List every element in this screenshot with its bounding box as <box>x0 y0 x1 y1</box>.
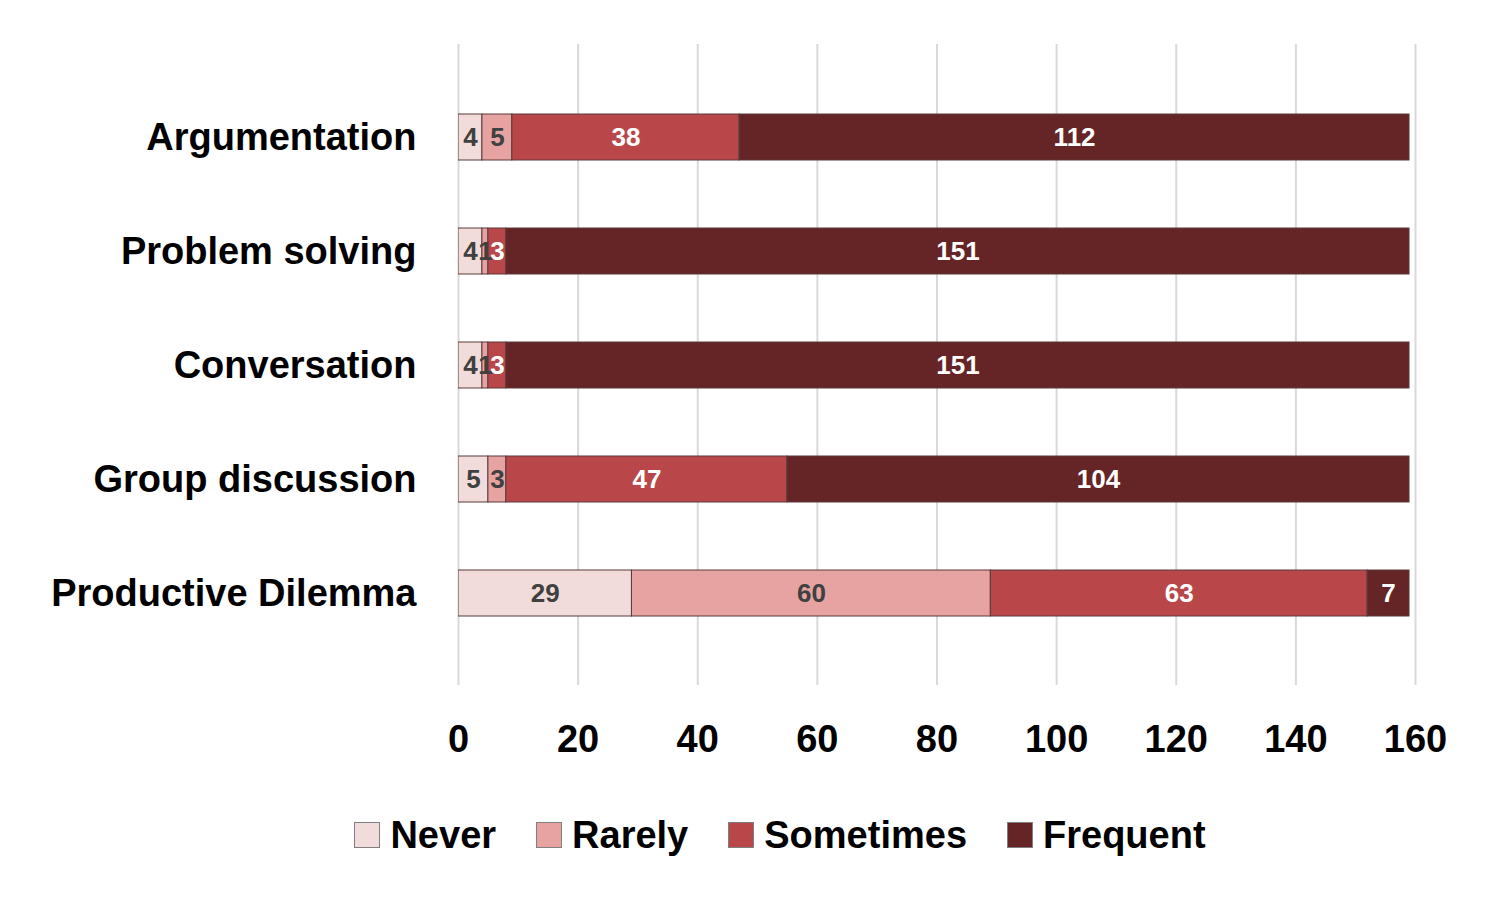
svg-text:120: 120 <box>1145 718 1208 760</box>
svg-text:4: 4 <box>463 236 478 266</box>
svg-text:151: 151 <box>936 350 979 380</box>
svg-text:3: 3 <box>490 350 504 380</box>
html-text:Sometimes: Sometimes <box>764 813 967 856</box>
svg-text:4: 4 <box>463 122 478 152</box>
svg-text:3: 3 <box>490 236 504 266</box>
svg-text:112: 112 <box>1054 122 1096 152</box>
svg-text:140: 140 <box>1264 718 1327 760</box>
svg-text:5: 5 <box>466 464 480 494</box>
svg-text:5: 5 <box>490 122 504 152</box>
svg-text:40: 40 <box>677 718 719 760</box>
html-text:Frequent: Frequent <box>1043 813 1206 856</box>
svg-text:Problem solving: Problem solving <box>121 230 417 272</box>
svg-text:3: 3 <box>490 464 504 494</box>
svg-text:38: 38 <box>612 122 641 152</box>
svg-text:1: 1 <box>478 235 493 266</box>
svg-text:29: 29 <box>531 578 560 608</box>
svg-text:80: 80 <box>916 718 958 760</box>
svg-text:Conversation: Conversation <box>174 344 417 386</box>
svg-text:104: 104 <box>1077 464 1121 494</box>
svg-text:151: 151 <box>936 236 979 266</box>
html-text:Never: Never <box>390 813 497 856</box>
html-text:Rarely: Rarely <box>572 813 689 856</box>
svg-text:1: 1 <box>478 349 493 380</box>
svg-text:4: 4 <box>463 350 478 380</box>
svg-text:60: 60 <box>796 718 838 760</box>
svg-text:63: 63 <box>1165 578 1194 608</box>
svg-text:Productive Dilemma: Productive Dilemma <box>51 572 417 614</box>
svg-text:20: 20 <box>557 718 599 760</box>
svg-text:Group discussion: Group discussion <box>93 458 416 500</box>
svg-text:60: 60 <box>797 578 826 608</box>
svg-text:160: 160 <box>1384 718 1447 760</box>
svg-text:7: 7 <box>1381 578 1395 608</box>
svg-text:100: 100 <box>1025 718 1088 760</box>
svg-text:47: 47 <box>632 464 661 494</box>
svg-text:Argumentation: Argumentation <box>146 116 416 158</box>
svg-text:0: 0 <box>448 718 469 760</box>
